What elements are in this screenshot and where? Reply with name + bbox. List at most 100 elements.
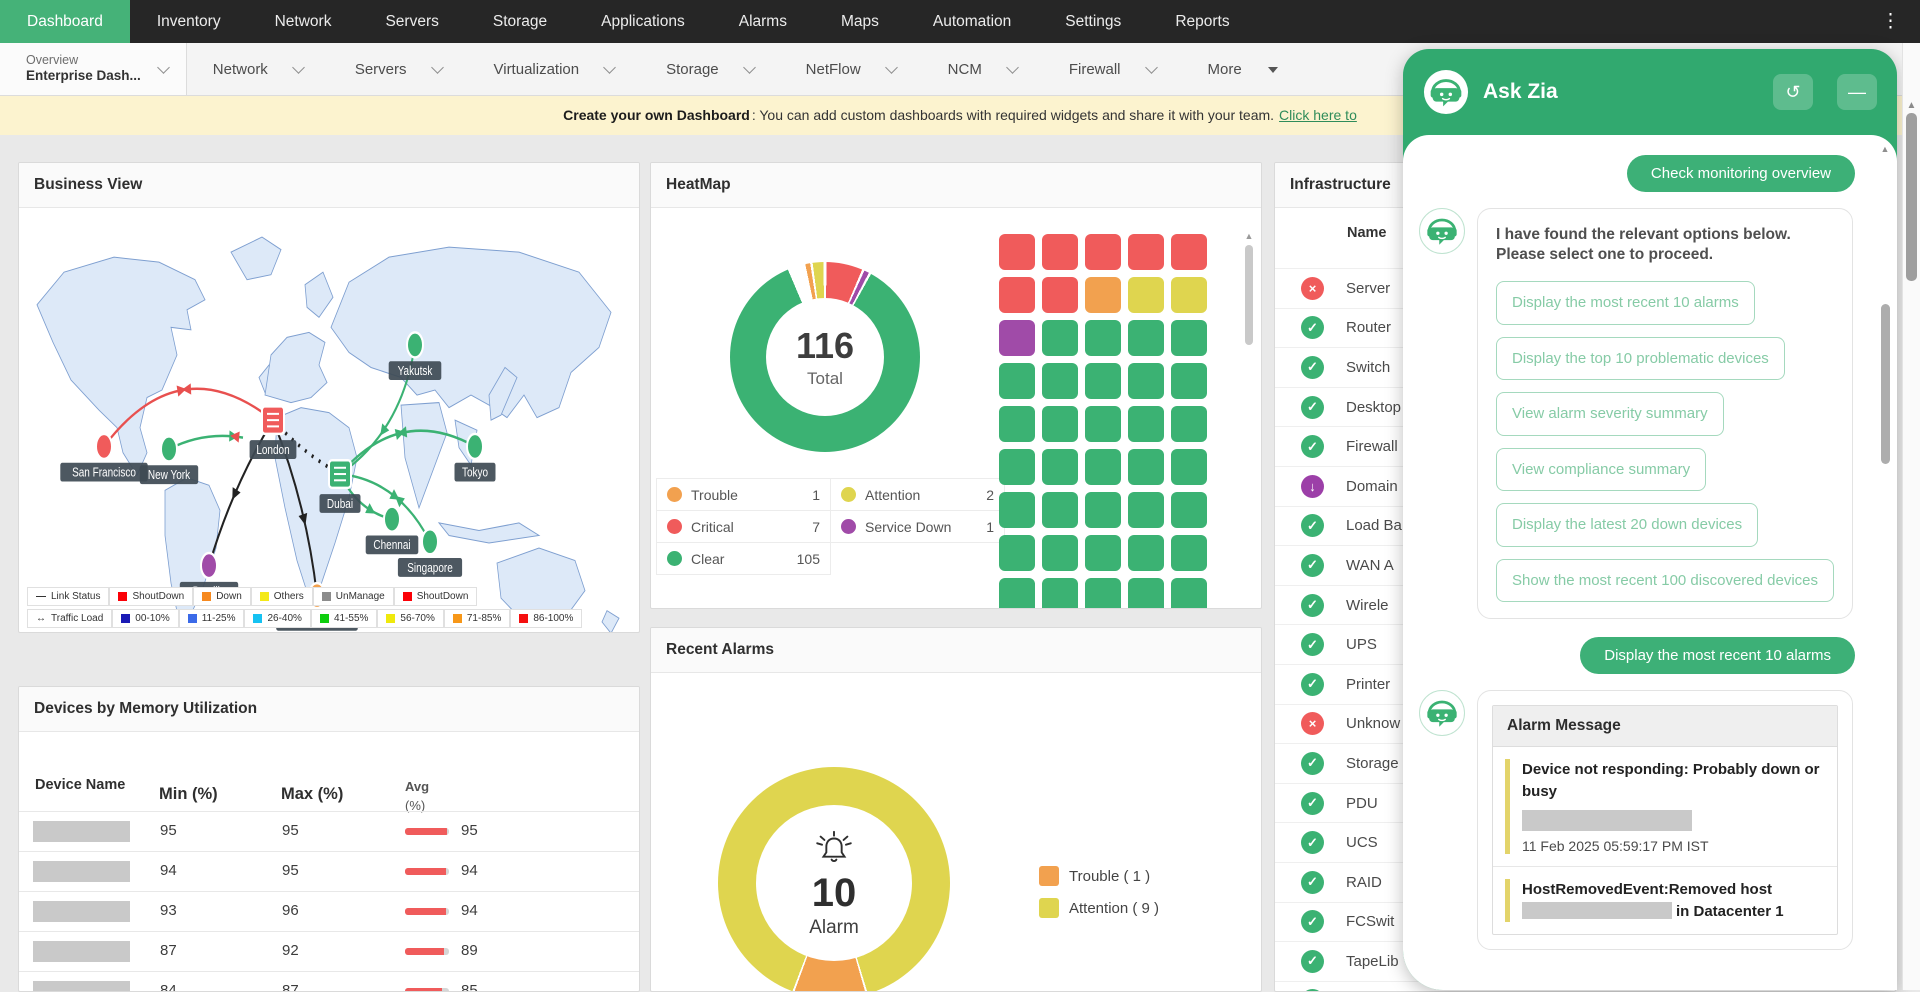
scroll-up-icon[interactable]: ▲ xyxy=(1880,144,1890,154)
heatmap-cell[interactable] xyxy=(999,277,1035,313)
heatmap-cell[interactable] xyxy=(1085,449,1121,485)
chat-option-view-alarm-severity-summary[interactable]: View alarm severity summary xyxy=(1496,392,1724,436)
heatmap-cell[interactable] xyxy=(1085,277,1121,313)
chat-option-display-the-latest-20-down-devices[interactable]: Display the latest 20 down devices xyxy=(1496,503,1759,547)
nav-item-dashboard[interactable]: Dashboard xyxy=(0,0,130,43)
heatmap-cell[interactable] xyxy=(1085,406,1121,442)
heatmap-cell[interactable] xyxy=(1042,363,1078,399)
status-up-icon: ✓ xyxy=(1301,316,1324,340)
nav-item-network[interactable]: Network xyxy=(274,12,332,30)
heatmap-cell[interactable] xyxy=(1085,535,1121,571)
nav-item-inventory[interactable]: Inventory xyxy=(156,12,221,30)
heatmap-cell[interactable] xyxy=(1128,234,1164,270)
heatmap-cell[interactable] xyxy=(1171,277,1207,313)
nav-item-settings[interactable]: Settings xyxy=(1065,12,1122,30)
heatmap-cell[interactable] xyxy=(1042,492,1078,528)
nav-item-alarms[interactable]: Alarms xyxy=(738,12,787,30)
heatmap-cell[interactable] xyxy=(999,578,1035,608)
heatmap-scroll-thumb[interactable] xyxy=(1245,245,1253,345)
heatmap-cell[interactable] xyxy=(1085,363,1121,399)
tab-ncm[interactable]: NCM xyxy=(922,43,1043,95)
heatmap-cell[interactable] xyxy=(1128,535,1164,571)
alarm-message-item[interactable]: HostRemovedEvent:Removed host in Datacen… xyxy=(1493,865,1837,935)
tab-virtualization[interactable]: Virtualization xyxy=(468,43,641,95)
chat-option-view-compliance-summary[interactable]: View compliance summary xyxy=(1496,447,1707,492)
heatmap-cell[interactable] xyxy=(1085,234,1121,270)
map-node-yakutsk[interactable]: Yakutsk xyxy=(388,331,442,381)
world-map[interactable]: San Francisco New York London Dubai Yakutsk T… xyxy=(19,207,639,632)
heatmap-cell[interactable] xyxy=(1128,320,1164,356)
tab-storage[interactable]: Storage xyxy=(640,43,780,95)
nav-item-servers[interactable]: Servers xyxy=(385,12,439,30)
chat-reset-icon[interactable]: ↺ xyxy=(1773,74,1813,110)
heatmap-cell[interactable] xyxy=(1171,578,1207,608)
tab-servers[interactable]: Servers xyxy=(329,43,468,95)
map-node-san-francisco[interactable]: San Francisco xyxy=(60,432,148,482)
heatmap-cell[interactable] xyxy=(1171,320,1207,356)
chat-scrollbar[interactable]: ▲ xyxy=(1879,144,1891,464)
map-node-chennai[interactable]: Chennai xyxy=(365,505,419,555)
tab-firewall[interactable]: Firewall xyxy=(1043,43,1182,95)
heatmap-cell[interactable] xyxy=(1128,492,1164,528)
heatmap-cell[interactable] xyxy=(1042,578,1078,608)
heatmap-cell[interactable] xyxy=(1171,449,1207,485)
heatmap-cell[interactable] xyxy=(1085,578,1121,608)
nav-item-maps[interactable]: Maps xyxy=(840,12,879,30)
map-node-singapore[interactable]: Singapore xyxy=(397,527,463,577)
heatmap-cell[interactable] xyxy=(1171,492,1207,528)
heatmap-cell[interactable] xyxy=(999,535,1035,571)
page-scroll-thumb[interactable] xyxy=(1906,113,1917,281)
heatmap-cell[interactable] xyxy=(999,406,1035,442)
map-node-dubai[interactable]: Dubai xyxy=(319,458,361,513)
nav-item-storage[interactable]: Storage xyxy=(492,12,548,30)
nav-item-reports[interactable]: Reports xyxy=(1175,12,1230,30)
heatmap-cell[interactable] xyxy=(999,449,1035,485)
tab-netflow[interactable]: NetFlow xyxy=(780,43,922,95)
heatmap-cell[interactable] xyxy=(1171,535,1207,571)
chat-scroll-thumb[interactable] xyxy=(1880,304,1890,464)
page-scrollbar[interactable]: ▲ xyxy=(1902,43,1920,990)
avg-value: 89 xyxy=(461,942,478,959)
alarm-message-item[interactable]: Device not responding: Probably down or … xyxy=(1493,747,1837,866)
tab-network[interactable]: Network xyxy=(187,43,329,95)
map-node-new-york[interactable]: New York xyxy=(139,435,199,485)
heatmap-cell[interactable] xyxy=(1171,234,1207,270)
heatmap-cell[interactable] xyxy=(1128,578,1164,608)
heatmap-cell[interactable] xyxy=(1128,277,1164,313)
heatmap-cell[interactable] xyxy=(999,234,1035,270)
chat-option-display-the-most-recent-10-alarms[interactable]: Display the most recent 10 alarms xyxy=(1496,281,1755,325)
heatmap-cell[interactable] xyxy=(1085,320,1121,356)
heatmap-cell[interactable] xyxy=(1128,449,1164,485)
map-node-london[interactable]: London xyxy=(249,405,297,459)
heatmap-cell[interactable] xyxy=(1171,406,1207,442)
svg-text:Dubai: Dubai xyxy=(327,498,353,511)
heatmap-cell[interactable] xyxy=(1128,363,1164,399)
heatmap-cell[interactable] xyxy=(1171,363,1207,399)
heatmap-cell[interactable] xyxy=(1042,277,1078,313)
chat-option-display-the-top-10-problematic-devices[interactable]: Display the top 10 problematic devices xyxy=(1496,336,1785,381)
chat-minimize-icon[interactable]: — xyxy=(1837,74,1877,110)
heatmap-cell[interactable] xyxy=(1042,234,1078,270)
kebab-menu-icon[interactable]: ⋮ xyxy=(1881,11,1900,32)
device-type-name: Switch xyxy=(1346,358,1391,376)
scroll-up-icon[interactable]: ▲ xyxy=(1906,100,1917,111)
tab-more[interactable]: More xyxy=(1182,43,1304,95)
heatmap-cell[interactable] xyxy=(1042,449,1078,485)
tab-overview-enterprise[interactable]: Overview Enterprise Dash... xyxy=(0,43,187,95)
heatmap-cell[interactable] xyxy=(1042,406,1078,442)
scroll-up-icon[interactable]: ▲ xyxy=(1244,231,1254,241)
map-node-tokyo[interactable]: Tokyo xyxy=(454,432,496,482)
banner-link[interactable]: Click here to xyxy=(1279,107,1357,123)
heatmap-cell[interactable] xyxy=(999,492,1035,528)
heatmap-cell[interactable] xyxy=(1085,492,1121,528)
heatmap-grid[interactable] xyxy=(999,234,1207,608)
heatmap-cell[interactable] xyxy=(1128,406,1164,442)
heatmap-cell[interactable] xyxy=(999,363,1035,399)
nav-item-automation[interactable]: Automation xyxy=(932,12,1012,30)
chat-option-show-the-most-recent-100-discovered-devices[interactable]: Show the most recent 100 discovered devi… xyxy=(1496,558,1834,603)
nav-item-applications[interactable]: Applications xyxy=(601,12,685,30)
heatmap-cell[interactable] xyxy=(999,320,1035,356)
heatmap-cell[interactable] xyxy=(1042,320,1078,356)
heatmap-cell[interactable] xyxy=(1042,535,1078,571)
heatmap-scrollbar[interactable]: ▲ xyxy=(1243,231,1255,571)
